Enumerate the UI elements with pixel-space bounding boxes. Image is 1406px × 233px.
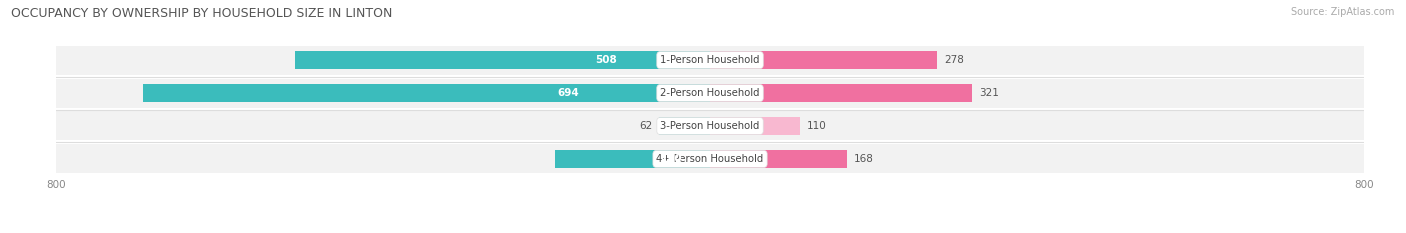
- Bar: [555, 150, 710, 168]
- Text: 2-Person Household: 2-Person Household: [661, 88, 759, 98]
- Bar: [710, 51, 938, 69]
- Bar: [56, 46, 1364, 75]
- Bar: [710, 117, 800, 135]
- Text: 321: 321: [979, 88, 998, 98]
- Text: OCCUPANCY BY OWNERSHIP BY HOUSEHOLD SIZE IN LINTON: OCCUPANCY BY OWNERSHIP BY HOUSEHOLD SIZE…: [11, 7, 392, 20]
- Text: 1-Person Household: 1-Person Household: [661, 55, 759, 65]
- Bar: [659, 117, 710, 135]
- Text: 110: 110: [807, 121, 827, 131]
- Text: 508: 508: [595, 55, 617, 65]
- Text: Source: ZipAtlas.com: Source: ZipAtlas.com: [1291, 7, 1395, 17]
- Text: 3-Person Household: 3-Person Household: [661, 121, 759, 131]
- Bar: [710, 150, 848, 168]
- Bar: [295, 51, 710, 69]
- Bar: [56, 144, 1364, 173]
- Text: 190: 190: [661, 154, 682, 164]
- Text: 278: 278: [943, 55, 963, 65]
- Text: 168: 168: [853, 154, 873, 164]
- Text: 4+ Person Household: 4+ Person Household: [657, 154, 763, 164]
- Bar: [56, 79, 1364, 108]
- Text: 694: 694: [557, 88, 579, 98]
- Bar: [56, 111, 1364, 140]
- Bar: [710, 84, 973, 102]
- Bar: [143, 84, 710, 102]
- Text: 62: 62: [640, 121, 652, 131]
